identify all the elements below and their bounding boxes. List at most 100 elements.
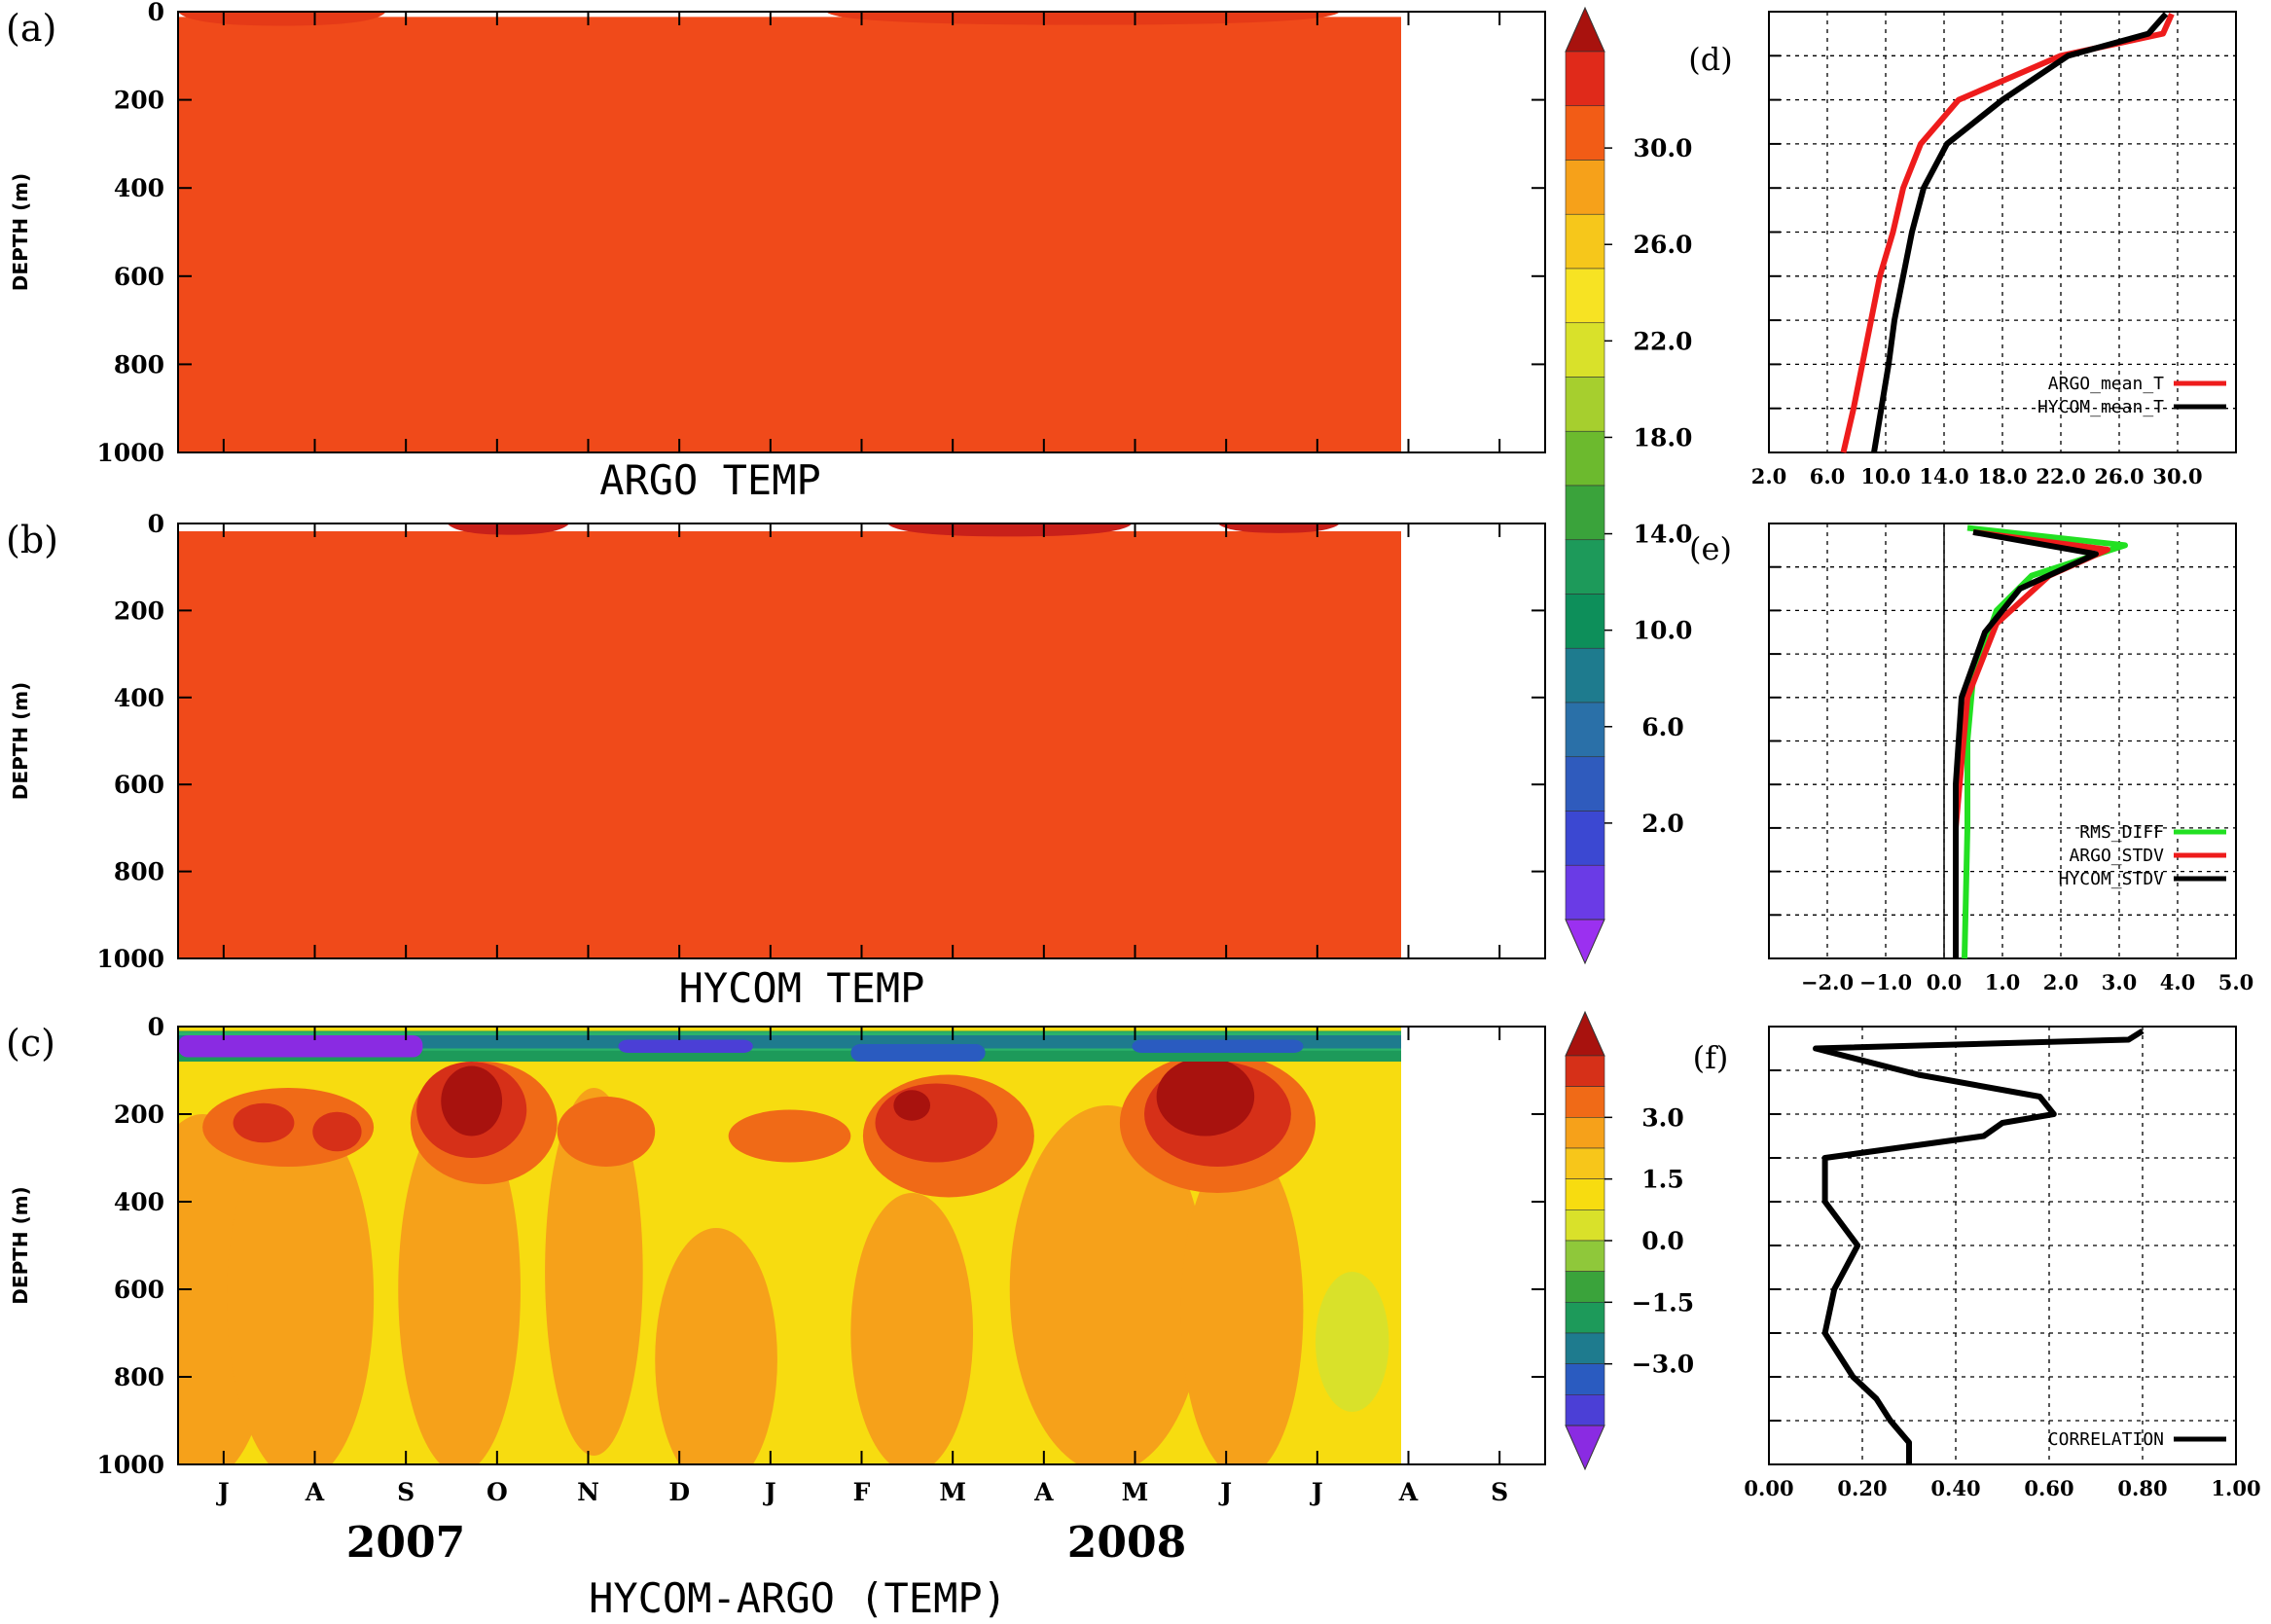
legend-entry: CORRELATION [2048,1429,2226,1450]
diff-blob [398,1105,521,1464]
x-tick-label: 6.0 [1810,464,1846,488]
x-tick-label: 14.0 [1919,464,1968,488]
colorbar-label: −1.5 [1632,1288,1694,1317]
x-tick-label: 30.0 [2152,464,2202,488]
panel-label: (c) [6,1022,55,1065]
x-tick-label: 2.0 [1751,464,1787,488]
surface-cold-patch [850,1044,986,1062]
x-tick-label: −2.0 [1801,970,1854,994]
colorbar-label: 10.0 [1634,617,1693,645]
colorbar-label: 1.5 [1641,1166,1684,1194]
series-line-hycom-stdv [1953,528,2099,958]
colorbar-swatch [1565,539,1605,595]
y-tick-label: 0 [148,0,164,26]
colorbar-label: −3.0 [1632,1351,1694,1379]
colorbar-swatch [1565,1117,1605,1149]
warm-patch [447,523,570,535]
colorbar-swatch [1565,702,1605,758]
panel-b-title: HYCOM TEMP [679,964,925,1012]
month-label: A [1398,1478,1419,1506]
y-tick-label: 600 [114,1276,164,1304]
panel-label: (b) [6,519,58,561]
diff-blob [655,1228,777,1464]
profile-panel-d: 2.0 6.0 10.0 14.0 18.0 22.0 26.0 30.0 ARGO_mean_… [1688,11,2237,488]
diff-blob [233,1102,295,1143]
month-label: J [216,1478,230,1506]
month-label: M [939,1478,966,1506]
y-axis-label: DEPTH (m) [9,1186,32,1304]
month-label: J [1310,1478,1323,1506]
colorbar-swatch [1565,1178,1605,1210]
year-label: 2007 [346,1518,465,1568]
colorbar-swatch [1565,1209,1605,1242]
warm-patch [826,12,1341,25]
diff-blob [1316,1272,1389,1412]
panel-label: (d) [1688,41,1732,78]
colorbar-swatch [1565,1240,1605,1272]
month-label: A [305,1478,325,1506]
legend-label: HYCOM_STDV [2059,869,2165,889]
month-label: J [1218,1478,1232,1506]
y-tick-label: 1000 [96,439,164,467]
colorbar-swatch [1565,1055,1605,1087]
colorbar-swatch [1565,105,1605,161]
x-tick-label: 2.0 [2043,970,2079,994]
y-tick-label: 800 [114,350,164,379]
colorbar-swatch [1565,1363,1605,1395]
x-tick-label: 26.0 [2094,464,2144,488]
y-tick-label: 0 [148,510,164,538]
month-label: S [397,1478,415,1506]
colorbar-swatch [1565,1147,1605,1179]
colorbar-top-arrow [1565,6,1605,53]
surface-band [178,1035,1401,1049]
diff-blob [557,1097,656,1167]
surface-cold-patch [178,1035,423,1058]
colorbar-swatch [1565,1394,1605,1426]
y-tick-label: 600 [114,771,164,799]
x-tick-label: 0.40 [1930,1476,1980,1500]
legend-label: RMS_DIFF [2079,822,2164,843]
month-label: F [853,1478,871,1506]
panel-label: (e) [1689,530,1732,567]
contour-layer-30 [178,531,1401,958]
colorbar-swatch [1565,1302,1605,1334]
panel-c-title: HYCOM-ARGO (TEMP) [589,1574,1007,1622]
colorbar-swatch [1565,322,1605,378]
colorbar-swatch [1565,1271,1605,1303]
colorbar-swatch [1565,647,1605,704]
colorbar-swatch [1565,213,1605,270]
diff-blob [312,1111,362,1152]
x-tick-label: 10.0 [1860,464,1910,488]
colorbar-swatch [1565,1332,1605,1364]
x-tick-label: 22.0 [2036,464,2085,488]
y-axis-label: DEPTH (m) [9,173,32,291]
panel-label: (f) [1693,1039,1729,1076]
month-label: D [668,1478,690,1506]
diff-blob [728,1109,851,1163]
surface-cold-patch [1132,1039,1304,1053]
legend-entry: HYCOM_STDV [2059,869,2226,889]
month-label: S [1491,1478,1508,1506]
surface-cold-patch [618,1039,753,1053]
colorbar-label: 0.0 [1641,1227,1684,1255]
colorbar-bottom-arrow [1565,1425,1605,1471]
warm-patch [178,12,386,26]
colorbar-swatch [1565,756,1605,812]
colorbar-swatch [1565,160,1605,215]
colorbar-label: 22.0 [1634,327,1693,355]
y-tick-label: 400 [114,1188,164,1216]
y-axis-label: DEPTH (m) [9,682,32,800]
colorbar-swatch [1565,51,1605,107]
legend-label: HYCOM_mean_T [2037,397,2164,417]
legend-label: CORRELATION [2048,1429,2164,1450]
panel-b-field [178,523,1401,958]
legend-label: ARGO_mean_T [2048,374,2164,394]
x-tick-label: 0.0 [1927,970,1963,994]
colorbar-temp: 30.0 26.0 22.0 18.0 14.0 10.0 6.0 2.0 [1565,6,1693,965]
y-tick-label: 200 [114,596,164,625]
colorbar-label: 2.0 [1641,810,1684,838]
x-tick-label: 0.80 [2117,1476,2167,1500]
x-tick-label: 4.0 [2160,970,2196,994]
legend-entry: ARGO_STDV [2069,846,2226,866]
y-tick-label: 400 [114,684,164,712]
